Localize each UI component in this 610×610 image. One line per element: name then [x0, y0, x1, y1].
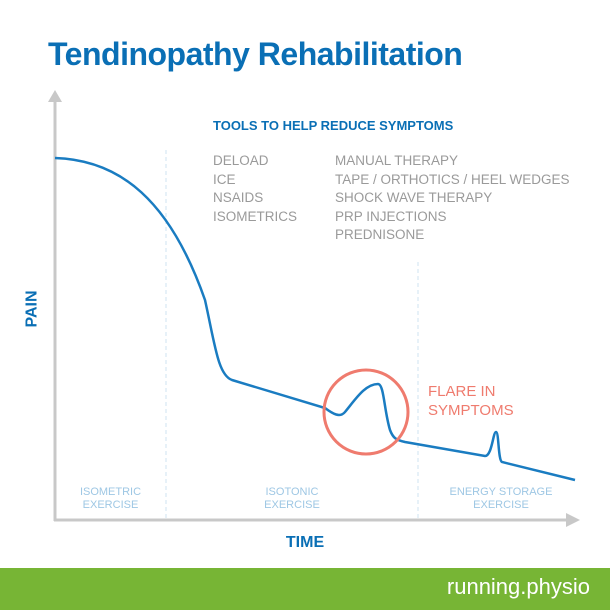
tools-column-1: DELOAD ICE NSAIDS ISOMETRICS	[213, 152, 297, 226]
tool-item: TAPE / ORTHOTICS / HEEL WEDGES	[335, 171, 570, 187]
flare-circle	[322, 368, 410, 456]
tools-heading: TOOLS TO HELP REDUCE SYMPTOMS	[213, 118, 454, 133]
phase-label: EXERCISE	[473, 499, 529, 511]
tool-item: ICE	[213, 171, 236, 187]
phase-label: ISOMETRIC	[79, 486, 142, 498]
x-axis-arrow	[566, 513, 580, 527]
tool-item: PREDNISONE	[335, 227, 425, 242]
flare-line2: SYMPTOMS	[428, 402, 514, 419]
y-axis-label: PAIN	[23, 290, 41, 328]
x-axis-label: TIME	[285, 534, 325, 551]
tool-item: MANUAL THERAPY	[335, 153, 459, 168]
phase-isotonic: ISOTONIC EXERCISE	[166, 486, 418, 512]
tool-item: PRP INJECTIONS	[335, 208, 447, 224]
tool-item: SHOCK WAVE THERAPY	[335, 190, 493, 205]
phase-label: EXERCISE	[264, 499, 320, 511]
phase-label: EXERCISE	[82, 499, 139, 511]
brand-logo-text: running.physio	[446, 574, 590, 599]
phase-label: ISOTONIC	[265, 486, 319, 498]
phase-energy-storage: ENERGY STORAGE EXERCISE	[418, 486, 584, 512]
tool-item: NSAIDS	[213, 190, 264, 205]
flare-annotation: FLARE IN SYMPTOMS	[428, 382, 514, 420]
pain-curve	[54, 156, 576, 482]
phase-label: ENERGY STORAGE	[449, 486, 553, 498]
tools-column-2: MANUAL THERAPY TAPE / ORTHOTICS / HEEL W…	[335, 152, 570, 245]
phase-isometric: ISOMETRIC EXERCISE	[55, 486, 166, 512]
tool-item: ISOMETRICS	[213, 208, 298, 224]
flare-line1: FLARE IN	[428, 383, 496, 400]
footer-bar: running.physio	[0, 568, 610, 610]
y-axis-arrow	[48, 90, 62, 102]
page-title: Tendinopathy Rehabilitation	[48, 36, 463, 72]
tool-item: DELOAD	[213, 153, 269, 168]
